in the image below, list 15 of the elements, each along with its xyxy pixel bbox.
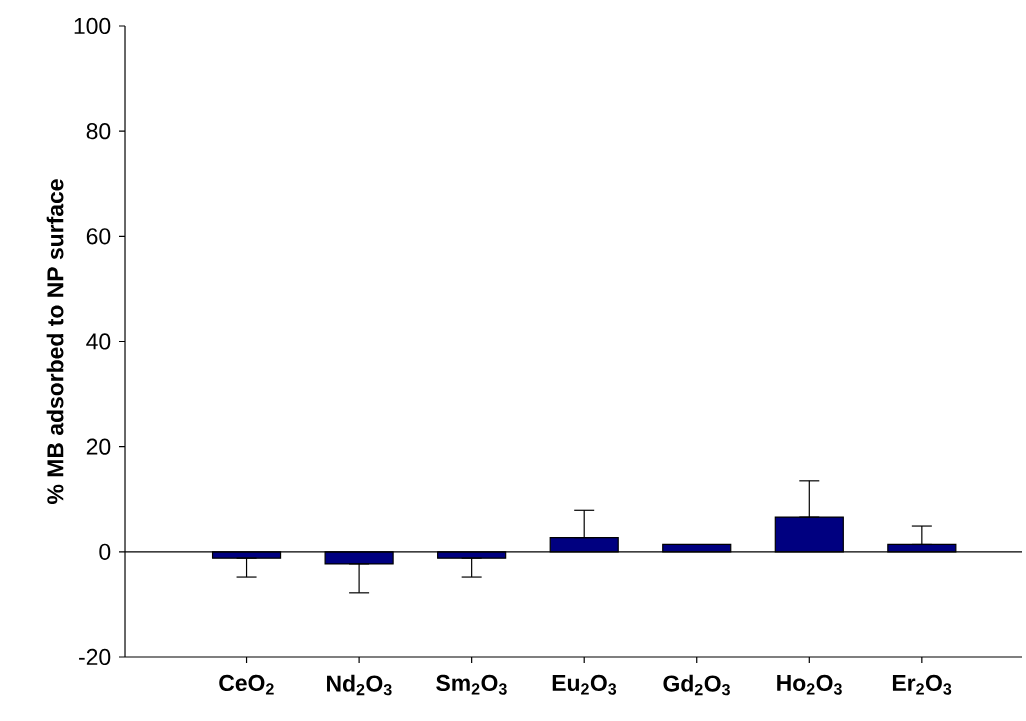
y-tick-label: -20 [79,648,111,666]
x-tick-label: Gd$_{2}$O$_{3}$ [663,674,730,696]
y-tick-label: 100 [74,17,111,35]
y-tick-label: 0 [99,543,111,560]
x-tick-label: Ho$_{2}$O$_{3}$ [777,674,842,695]
x-tick-label: Sm$_{2}$O$_{3}$ [436,674,507,695]
y-tick-label: 40 [86,333,111,350]
y-axis-title: % MB adsorbed to NP surface [46,179,64,504]
y-tick-label: 60 [86,228,111,245]
y-tick-label: 80 [86,123,111,140]
x-tick-label: Er$_{2}$O$_{3}$ [892,674,952,695]
x-tick-label: Nd$_{2}$O$_{3}$ [327,674,392,696]
y-tick-label: 20 [86,438,111,455]
x-tick-label: CeO$_{2}$ [219,674,274,695]
x-tick-label: Eu$_{2}$O$_{3}$ [552,674,617,695]
